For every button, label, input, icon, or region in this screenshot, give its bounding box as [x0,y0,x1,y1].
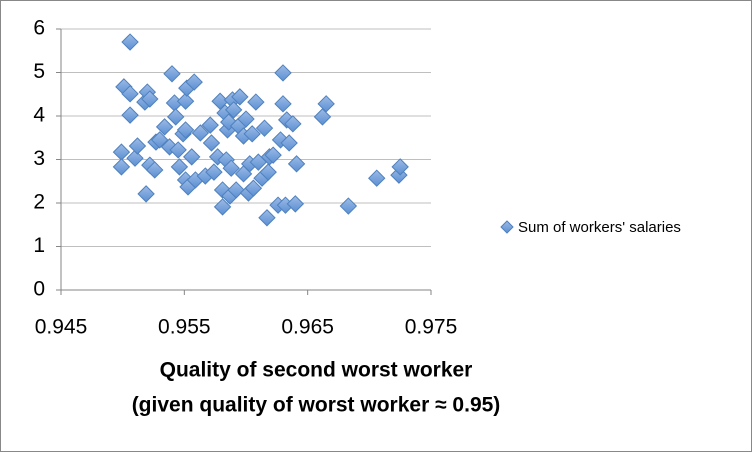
scatter-point [137,185,155,203]
scatter-point [264,146,282,164]
scatter-point [255,119,274,137]
scatter-point [205,163,223,181]
scatter-point [176,92,195,110]
scatter-point [146,161,164,179]
scatter-point [274,64,292,82]
scatter-point [247,93,265,111]
scatter-point [202,134,221,152]
scatter-point [391,158,409,176]
y-tick-label: 2 [33,191,45,214]
y-tick-label: 1 [33,234,45,257]
scatter-point [126,149,144,167]
scatter-point [222,159,240,177]
scatter-point [243,125,261,143]
scatter-point [163,65,181,83]
scatter-point [170,158,189,176]
scatter-point [213,198,232,216]
y-tick-label: 5 [33,60,45,83]
y-tick-label: 0 [33,278,45,301]
scatter-point [112,158,131,176]
scatter-point [274,95,292,113]
scatter-point [201,116,219,134]
legend-label: Sum of workers' salaries [518,219,681,236]
scatter-point [185,73,203,91]
y-tick-label: 4 [33,104,45,127]
scatter-point [258,209,276,227]
x-tick-label: 0.955 [158,316,211,339]
y-tick-label: 3 [33,147,45,170]
scatter-point [121,85,139,103]
scatter-point [317,95,335,113]
scatter-point [224,101,243,119]
scatter-point [259,163,277,181]
x-axis-title: (given quality of worst worker ≈ 0.95) [132,394,501,417]
legend-marker [500,220,514,234]
scatter-point [368,169,386,187]
x-tick-label: 0.945 [35,316,88,339]
scatter-point [280,134,298,152]
scatter-point [176,121,195,139]
scatter-point [169,141,187,159]
scatter-point [231,88,249,106]
scatter-point [284,115,302,133]
scatter-point [166,108,185,126]
scatter-point [244,179,263,197]
scatter-point [313,108,332,126]
scatter-point [339,197,358,215]
scatter-point [121,106,139,124]
scatter-point [150,131,169,149]
scatter-point [237,110,255,128]
scatter-point [183,148,201,166]
scatter-point [155,118,174,136]
scatter-point [191,124,210,142]
x-tick-label: 0.975 [405,316,458,339]
x-tick-label: 0.965 [281,316,334,339]
scatter-point [227,181,245,199]
x-axis-title: Quality of second worst worker [160,359,473,382]
y-tick-label: 6 [33,17,45,40]
scatter-point [286,195,305,213]
scatter-point [128,137,147,155]
scatter-point [287,155,306,173]
scatter-point [121,33,139,51]
scatter-point [141,90,159,108]
